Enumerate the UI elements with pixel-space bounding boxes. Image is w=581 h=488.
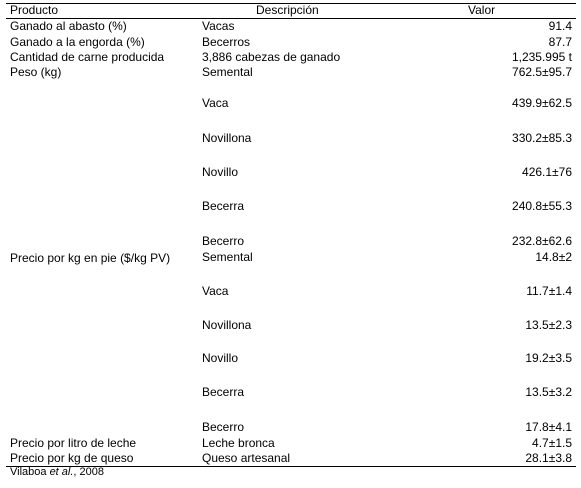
cell-descripcion: Novillona — [202, 131, 252, 145]
cell-valor: 14.8±2 — [535, 250, 572, 264]
cell-descripcion: Novillona — [202, 318, 252, 332]
cell-valor: 28.1±3.8 — [525, 451, 572, 465]
cell-descripcion: 3,886 cabezas de ganado — [202, 50, 341, 64]
header-valor: Valor — [468, 3, 496, 17]
cell-descripcion: Becerro — [202, 234, 245, 248]
header-descripcion: Descripción — [256, 3, 319, 17]
cell-descripcion: Becerra — [202, 199, 245, 213]
cell-valor: 11.7±1.4 — [526, 284, 572, 298]
cell-valor: 1,235.995 t — [511, 50, 572, 64]
source-author: Vilaboa — [10, 466, 50, 478]
table-top-rule — [6, 3, 576, 4]
cell-descripcion: Becerro — [202, 420, 245, 434]
cell-valor: 91.4 — [548, 19, 572, 33]
cell-descripcion: Semental — [202, 250, 253, 264]
cell-valor: 762.5±95.7 — [512, 65, 572, 79]
cell-producto: Precio por kg en pie ($/kg PV) — [10, 251, 171, 265]
cell-valor: 13.5±2.3 — [525, 318, 572, 332]
cell-producto: Precio por kg de queso — [10, 451, 134, 465]
cell-producto: Precio por litro de leche — [10, 436, 137, 450]
cell-producto: Ganado al abasto (%) — [10, 19, 127, 33]
cell-valor: 17.8±4.1 — [525, 420, 572, 434]
cell-valor: 330.2±85.3 — [512, 131, 572, 145]
source-year: , 2008 — [73, 466, 105, 478]
source-etal: et al. — [49, 466, 74, 478]
cell-descripcion: Novillo — [202, 351, 239, 365]
cell-valor: 4.7±1.5 — [532, 436, 572, 450]
cell-valor: 439.9±62.5 — [512, 96, 572, 110]
cell-descripcion: Vaca — [202, 96, 229, 110]
cell-descripcion: Becerra — [202, 385, 245, 399]
cell-valor: 13.5±3.2 — [525, 385, 572, 399]
cell-valor: 240.8±55.3 — [512, 199, 572, 213]
cell-descripcion: Semental — [202, 65, 253, 79]
cell-descripcion: Becerros — [202, 35, 251, 49]
header-bottom-rule — [6, 18, 576, 19]
cell-producto: Ganado a la engorda (%) — [10, 35, 145, 49]
cell-valor: 232.8±62.6 — [512, 234, 572, 248]
source-note: Vilaboa et al., 2008 — [10, 466, 104, 479]
cell-descripcion: Vaca — [202, 284, 229, 298]
header-producto: Producto — [10, 3, 59, 17]
cell-descripcion: Vacas — [202, 19, 235, 33]
cell-producto: Cantidad de carne producida — [10, 50, 165, 64]
table-bottom-rule — [6, 466, 576, 467]
cell-valor: 87.7 — [548, 35, 572, 49]
cell-descripcion: Leche bronca — [202, 436, 275, 450]
cell-descripcion: Queso artesanal — [202, 451, 291, 465]
cell-producto: Peso (kg) — [10, 65, 62, 79]
cell-valor: 19.2±3.5 — [525, 351, 572, 365]
cell-descripcion: Novillo — [202, 165, 239, 179]
cell-valor: 426.1±76 — [522, 165, 572, 179]
